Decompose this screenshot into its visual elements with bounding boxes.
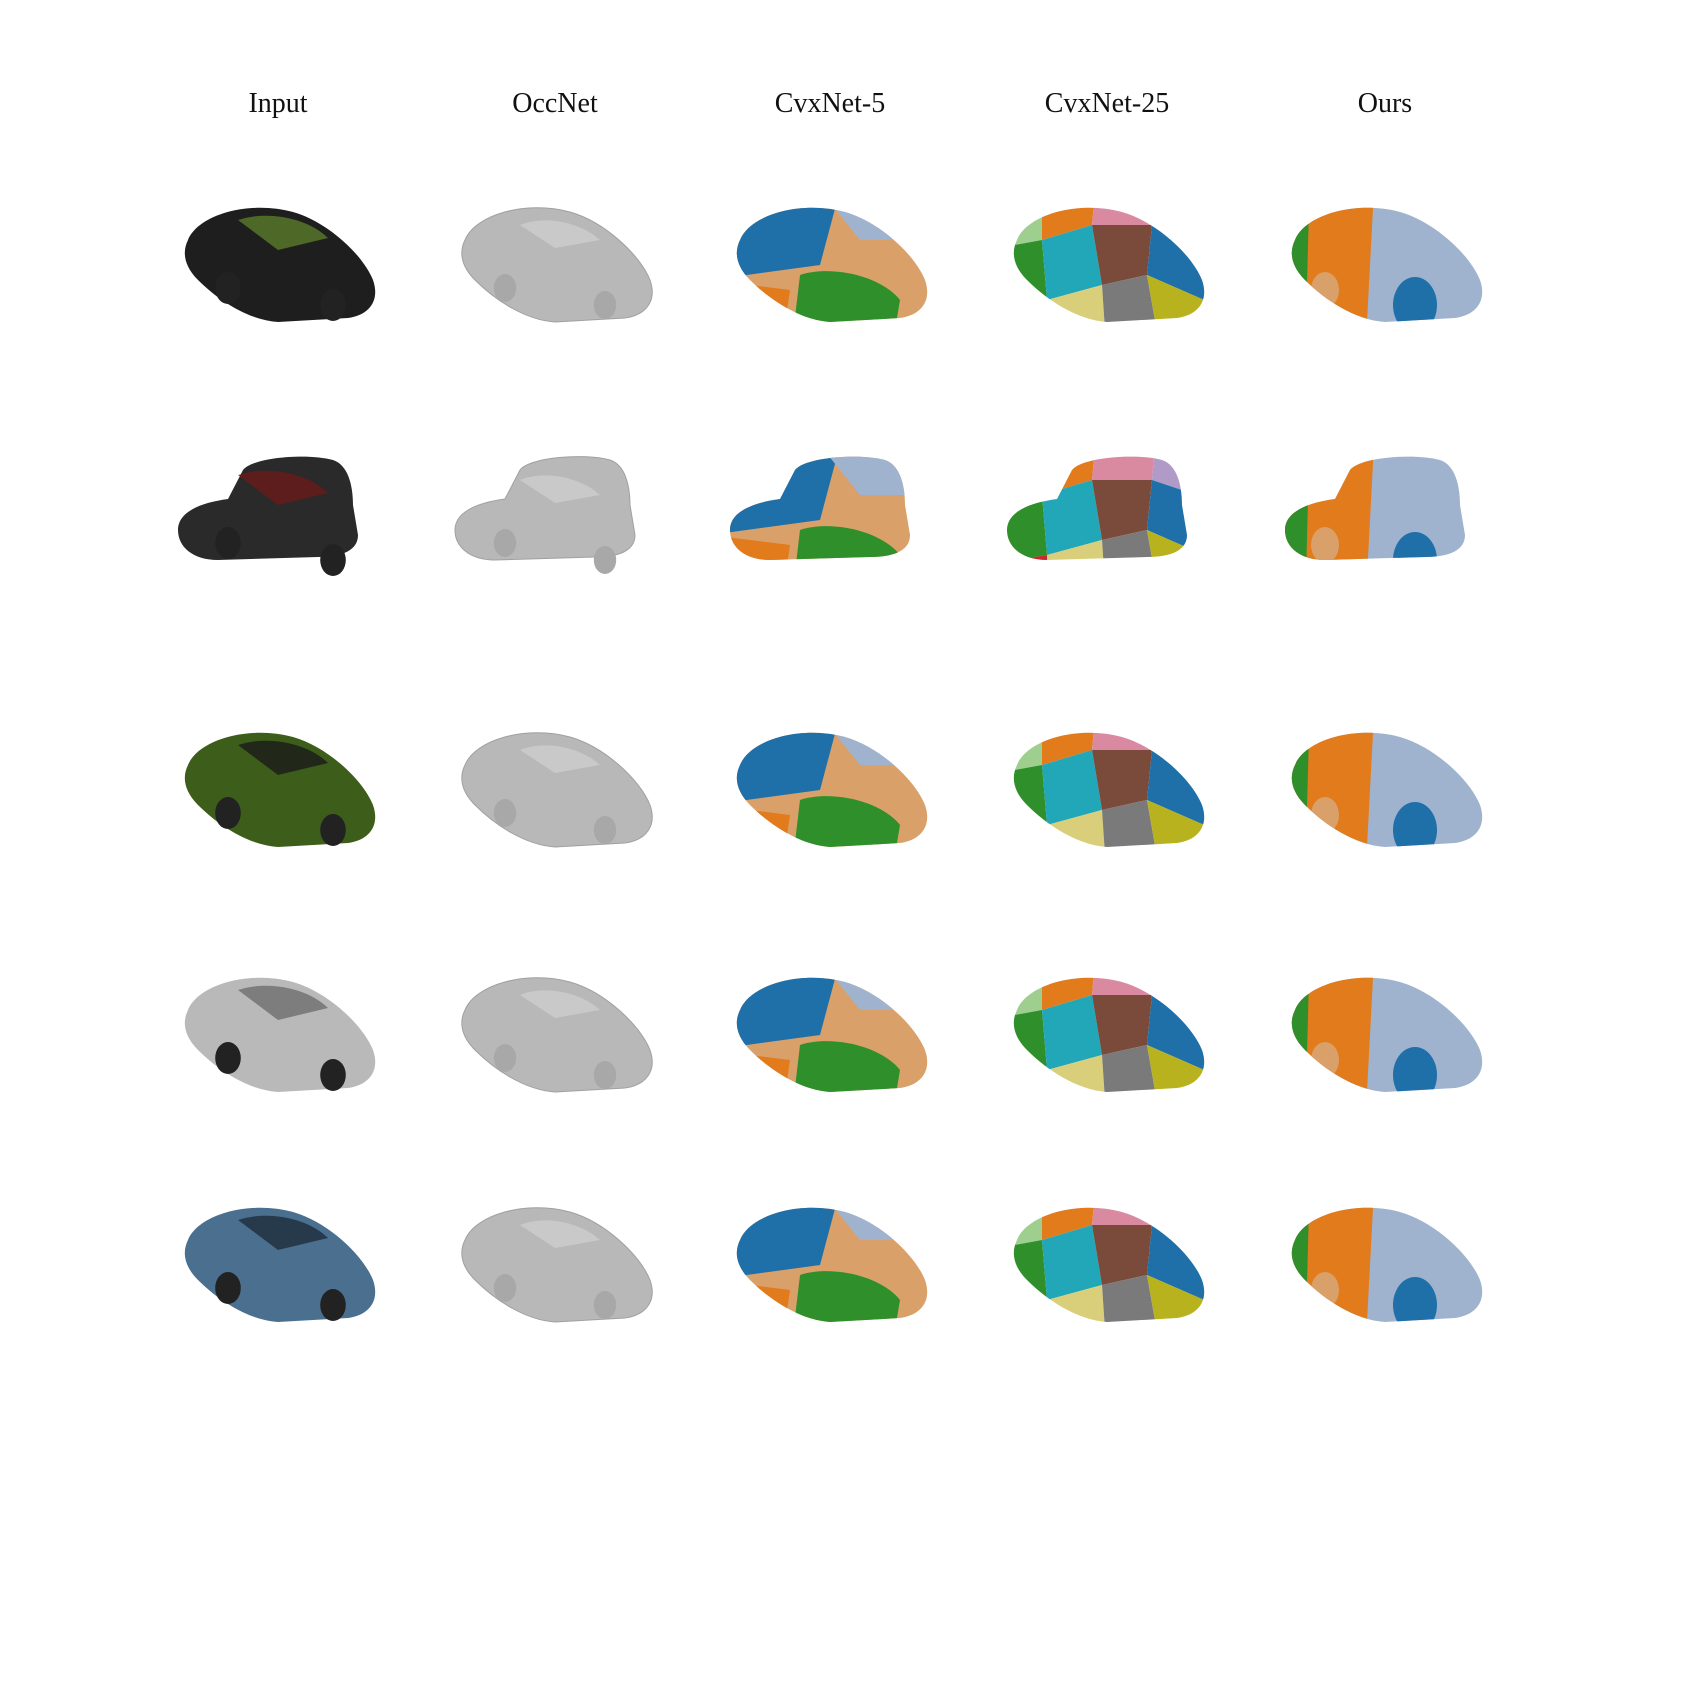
occnet-render-row-4 xyxy=(435,940,675,1130)
cvxnet25-render-row-1-render xyxy=(1013,207,1205,323)
cvxnet5-render-row-5 xyxy=(710,1170,950,1360)
cvxnet25-render-row-2 xyxy=(987,425,1227,615)
occnet-render-row-2 xyxy=(435,425,675,615)
cvxnet5-render-row-4 xyxy=(710,940,950,1130)
input-render-row-5-render xyxy=(184,1207,376,1322)
ours-render-row-2 xyxy=(1265,425,1505,615)
cvxnet25-render-row-5-render xyxy=(1013,1207,1205,1323)
input-render-row-3-render xyxy=(184,732,376,847)
cvxnet5-render-row-5-render xyxy=(736,1207,928,1323)
ours-render-row-5-render xyxy=(1291,1207,1483,1323)
input-render-row-4 xyxy=(158,940,398,1130)
cvxnet5-render-row-1 xyxy=(710,170,950,360)
occnet-render-row-4-render xyxy=(461,977,653,1093)
column-header-occnet: OccNet xyxy=(512,88,598,119)
occnet-render-row-3 xyxy=(435,695,675,885)
ours-render-row-3 xyxy=(1265,695,1505,885)
cvxnet25-render-row-3-render xyxy=(1013,732,1205,848)
input-render-row-1 xyxy=(158,170,398,360)
cvxnet25-render-row-2-render xyxy=(1007,456,1187,560)
cvxnet25-render-row-3 xyxy=(987,695,1227,885)
ours-render-row-5 xyxy=(1265,1170,1505,1360)
input-render-row-2 xyxy=(158,425,398,615)
column-header-input: Input xyxy=(248,88,308,119)
ours-render-row-3-render xyxy=(1291,732,1483,848)
ours-render-row-4 xyxy=(1265,940,1505,1130)
ours-render-row-4-render xyxy=(1291,977,1483,1093)
ours-render-row-2-render xyxy=(1285,456,1465,560)
cvxnet5-render-row-3 xyxy=(710,695,950,885)
cvxnet25-render-row-4 xyxy=(987,940,1227,1130)
ours-render-row-1-render xyxy=(1291,207,1483,323)
column-header-cvxnet5: CvxNet-5 xyxy=(774,88,886,119)
ours-render-row-1 xyxy=(1265,170,1505,360)
input-render-row-5 xyxy=(158,1170,398,1360)
cvxnet5-render-row-4-render xyxy=(736,977,928,1093)
input-render-row-1-render xyxy=(184,207,376,322)
cvxnet5-render-row-2-render xyxy=(730,456,910,560)
column-header-cvxnet25: CvxNet-25 xyxy=(1044,88,1170,119)
cvxnet5-render-row-1-render xyxy=(736,207,928,323)
column-header-ours: Ours xyxy=(1357,88,1413,119)
cvxnet5-render-row-3-render xyxy=(736,732,928,848)
input-render-row-3 xyxy=(158,695,398,885)
occnet-render-row-2-render xyxy=(454,456,636,574)
occnet-render-row-5 xyxy=(435,1170,675,1360)
occnet-render-row-1 xyxy=(435,170,675,360)
cvxnet5-render-row-2 xyxy=(710,425,950,615)
occnet-render-row-1-render xyxy=(461,207,653,323)
input-render-row-2-render xyxy=(178,456,358,576)
occnet-render-row-5-render xyxy=(461,1207,653,1323)
input-render-row-4-render xyxy=(184,977,376,1092)
occnet-render-row-3-render xyxy=(461,732,653,848)
cvxnet25-render-row-1 xyxy=(987,170,1227,360)
cvxnet25-render-row-5 xyxy=(987,1170,1227,1360)
cvxnet25-render-row-4-render xyxy=(1013,977,1205,1093)
